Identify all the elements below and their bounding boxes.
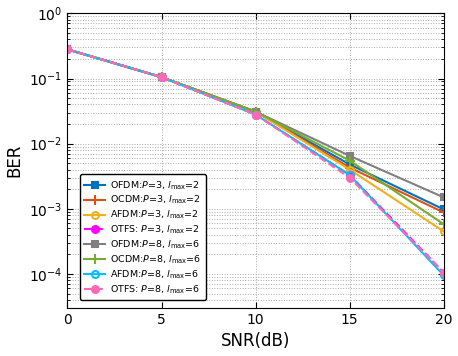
OTFS: $P$=8, $l_{\rm max}$=6: (20, 0.000105): $P$=8, $l_{\rm max}$=6: (20, 0.000105) xyxy=(441,271,447,275)
OFDM:$P$=8, $l_{\rm max}$=6 xyxy=(65,47,70,52)
OTFS: $P$=8, $l_{\rm max}$=6: (5, 0.105): $P$=8, $l_{\rm max}$=6: (5, 0.105) xyxy=(159,75,164,79)
OCDM:$P$=3, $l_{\rm max}$=2 xyxy=(347,166,352,170)
OFDM:$P$=3, $l_{\rm max}$=2 xyxy=(253,110,258,114)
Legend: OFDM:$P$=3, $l_{\rm max}$=2, OCDM:$P$=3, $l_{\rm max}$=2, AFDM:$P$=3, $l_{\rm ma: OFDM:$P$=3, $l_{\rm max}$=2, OCDM:$P$=3,… xyxy=(80,174,206,300)
OTFS: $P$=8, $l_{\rm max}$=6: (15, 0.003): $P$=8, $l_{\rm max}$=6: (15, 0.003) xyxy=(347,176,352,180)
OCDM:$P$=8, $l_{\rm max}$=6 xyxy=(65,47,70,52)
Line: OTFS: $P$=8, $l_{\rm max}$=6: OTFS: $P$=8, $l_{\rm max}$=6 xyxy=(64,46,447,276)
AFDM:$P$=3, $l_{\rm max}$=2 xyxy=(347,167,352,172)
OTFS: $P$=8, $l_{\rm max}$=6: (10, 0.028): $P$=8, $l_{\rm max}$=6: (10, 0.028) xyxy=(253,112,258,117)
AFDM:$P$=3, $l_{\rm max}$=2 xyxy=(253,110,258,114)
Line: OCDM:$P$=8, $l_{\rm max}$=6: OCDM:$P$=8, $l_{\rm max}$=6 xyxy=(63,44,448,229)
OCDM:$P$=3, $l_{\rm max}$=2 xyxy=(65,47,70,52)
OTFS: $P$=3, $l_{\rm max}$=2: (0, 0.28): $P$=3, $l_{\rm max}$=2: (0, 0.28) xyxy=(65,47,70,52)
OCDM:$P$=3, $l_{\rm max}$=2 xyxy=(441,210,447,215)
OCDM:$P$=3, $l_{\rm max}$=2 xyxy=(159,75,164,79)
AFDM:$P$=8, $l_{\rm max}$=6 xyxy=(253,112,258,117)
Line: AFDM:$P$=3, $l_{\rm max}$=2: AFDM:$P$=3, $l_{\rm max}$=2 xyxy=(64,46,447,235)
OFDM:$P$=3, $l_{\rm max}$=2 xyxy=(65,47,70,52)
OCDM:$P$=8, $l_{\rm max}$=6 xyxy=(441,222,447,226)
AFDM:$P$=8, $l_{\rm max}$=6 xyxy=(441,273,447,278)
OTFS: $P$=8, $l_{\rm max}$=6: (0, 0.28): $P$=8, $l_{\rm max}$=6: (0, 0.28) xyxy=(65,47,70,52)
OCDM:$P$=8, $l_{\rm max}$=6 xyxy=(347,158,352,163)
AFDM:$P$=3, $l_{\rm max}$=2 xyxy=(441,229,447,234)
OFDM:$P$=3, $l_{\rm max}$=2 xyxy=(441,207,447,211)
OTFS: $P$=3, $l_{\rm max}$=2: (20, 0.000105): $P$=3, $l_{\rm max}$=2: (20, 0.000105) xyxy=(441,271,447,275)
OCDM:$P$=8, $l_{\rm max}$=6 xyxy=(159,75,164,79)
AFDM:$P$=3, $l_{\rm max}$=2 xyxy=(65,47,70,52)
OFDM:$P$=8, $l_{\rm max}$=6 xyxy=(441,195,447,199)
Line: OFDM:$P$=3, $l_{\rm max}$=2: OFDM:$P$=3, $l_{\rm max}$=2 xyxy=(64,46,447,213)
Line: AFDM:$P$=8, $l_{\rm max}$=6: AFDM:$P$=8, $l_{\rm max}$=6 xyxy=(64,46,447,279)
AFDM:$P$=8, $l_{\rm max}$=6 xyxy=(159,75,164,79)
AFDM:$P$=8, $l_{\rm max}$=6 xyxy=(347,173,352,177)
Y-axis label: BER: BER xyxy=(5,144,23,177)
OFDM:$P$=8, $l_{\rm max}$=6 xyxy=(253,110,258,114)
OTFS: $P$=3, $l_{\rm max}$=2: (10, 0.028): $P$=3, $l_{\rm max}$=2: (10, 0.028) xyxy=(253,112,258,117)
OTFS: $P$=3, $l_{\rm max}$=2: (15, 0.0033): $P$=3, $l_{\rm max}$=2: (15, 0.0033) xyxy=(347,173,352,177)
Line: OFDM:$P$=8, $l_{\rm max}$=6: OFDM:$P$=8, $l_{\rm max}$=6 xyxy=(64,46,447,201)
OCDM:$P$=8, $l_{\rm max}$=6 xyxy=(253,110,258,114)
X-axis label: SNR(dB): SNR(dB) xyxy=(221,333,290,350)
AFDM:$P$=3, $l_{\rm max}$=2 xyxy=(159,75,164,79)
OFDM:$P$=3, $l_{\rm max}$=2 xyxy=(159,75,164,79)
AFDM:$P$=8, $l_{\rm max}$=6 xyxy=(65,47,70,52)
OFDM:$P$=8, $l_{\rm max}$=6 xyxy=(347,154,352,158)
Line: OCDM:$P$=3, $l_{\rm max}$=2: OCDM:$P$=3, $l_{\rm max}$=2 xyxy=(63,44,448,217)
OTFS: $P$=3, $l_{\rm max}$=2: (5, 0.105): $P$=3, $l_{\rm max}$=2: (5, 0.105) xyxy=(159,75,164,79)
OFDM:$P$=3, $l_{\rm max}$=2 xyxy=(347,162,352,167)
OCDM:$P$=3, $l_{\rm max}$=2 xyxy=(253,110,258,114)
OFDM:$P$=8, $l_{\rm max}$=6 xyxy=(159,75,164,79)
Line: OTFS: $P$=3, $l_{\rm max}$=2: OTFS: $P$=3, $l_{\rm max}$=2 xyxy=(64,46,447,276)
